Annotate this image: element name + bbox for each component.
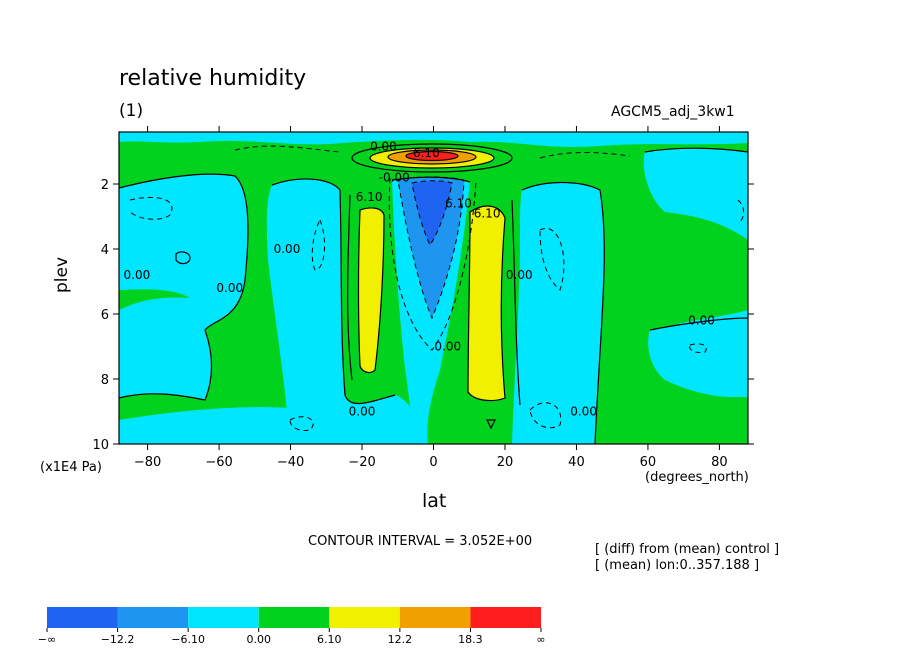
colorbar-swatch bbox=[399, 607, 471, 628]
contour-label: 6.10 bbox=[356, 190, 383, 204]
colorbar-label: −∞ bbox=[38, 633, 56, 646]
colorbar-swatch bbox=[470, 607, 541, 628]
x-axis-unit: (degrees_north) bbox=[645, 470, 749, 485]
very-negative-region bbox=[412, 180, 452, 245]
contour-label: 6.10 bbox=[474, 206, 501, 220]
y-tick-label: 2 bbox=[101, 178, 109, 193]
colorbar-label: 6.10 bbox=[317, 633, 342, 646]
contour-label: 0.00 bbox=[570, 405, 597, 419]
negative-region bbox=[266, 178, 425, 444]
strong-negative-region bbox=[398, 177, 464, 318]
negative-region bbox=[119, 407, 324, 444]
contour-label: 0.00 bbox=[216, 281, 243, 295]
contour-label: 6.10 bbox=[413, 146, 440, 160]
x-tick-label: 80 bbox=[711, 455, 728, 470]
x-axis-label: lat bbox=[422, 490, 447, 512]
negative-contour-lines bbox=[129, 145, 745, 431]
colorbar-swatch bbox=[117, 607, 189, 628]
y-tick-label: 10 bbox=[92, 438, 109, 453]
x-tick-label: 0 bbox=[429, 455, 437, 470]
x-tick-label: −80 bbox=[134, 455, 161, 470]
jet-core-inner bbox=[406, 151, 458, 161]
colorbar-label: 0.00 bbox=[246, 633, 271, 646]
contour-label: 0.00 bbox=[349, 405, 376, 419]
colorbar-swatch bbox=[329, 607, 400, 628]
contour-field bbox=[119, 132, 748, 444]
contour-lines bbox=[119, 143, 748, 444]
y-tick-label: 4 bbox=[101, 243, 109, 258]
x-tick-label: 20 bbox=[497, 455, 514, 470]
contour-label: 0.00 bbox=[370, 140, 397, 154]
x-tick-label: −40 bbox=[277, 455, 304, 470]
colorbar-label: 12.2 bbox=[388, 633, 413, 646]
chart-subtitle: (1) bbox=[119, 101, 144, 121]
x-tick-label: 60 bbox=[640, 455, 657, 470]
colorbar-swatch bbox=[258, 607, 330, 628]
x-tick-label: 40 bbox=[568, 455, 585, 470]
negative-region bbox=[512, 182, 605, 444]
y-tick-label: 6 bbox=[101, 308, 109, 323]
axis-ticks: −80 −60 −40 −20 0 20 40 60 80 2 4 6 8 10 bbox=[92, 126, 754, 470]
y-axis-unit: (x1E4 Pa) bbox=[40, 460, 102, 475]
contour-label: 0.00 bbox=[434, 340, 461, 354]
contour-label: 0.00 bbox=[124, 268, 151, 282]
colorbar-swatch bbox=[188, 607, 259, 628]
x-tick-label: −60 bbox=[205, 455, 232, 470]
colorbar-label: −12.2 bbox=[101, 633, 135, 646]
y-tick-label: 8 bbox=[101, 373, 109, 388]
chart-title: relative humidity bbox=[119, 66, 307, 91]
colorbar-label: 18.3 bbox=[458, 633, 483, 646]
colorbar: −∞ −12.2 −6.10 0.00 6.10 12.2 18.3 ∞ bbox=[38, 607, 546, 646]
mean-note: [ (mean) lon:0..357.188 ] bbox=[595, 558, 760, 573]
model-label: AGCM5_adj_3kw1 bbox=[611, 104, 735, 120]
x-tick-label: −20 bbox=[348, 455, 375, 470]
negative-region bbox=[119, 174, 248, 400]
contour-label: 0.00 bbox=[274, 242, 301, 256]
contour-label: 0.00 bbox=[688, 314, 715, 328]
contour-label: 6.10 bbox=[445, 197, 472, 211]
positive-region bbox=[468, 206, 505, 401]
positive-region bbox=[358, 207, 384, 373]
colorbar-swatch bbox=[47, 607, 118, 628]
contour-label-layer: 0.00 6.10-0.006.10 6.106.100.000.000.000.0… bbox=[124, 140, 715, 419]
diff-note: [ (diff) from (mean) control ] bbox=[595, 542, 780, 557]
negative-region bbox=[648, 318, 748, 398]
colorbar-label: ∞ bbox=[536, 633, 545, 646]
colorbar-label: −6.10 bbox=[171, 633, 205, 646]
contour-interval: CONTOUR INTERVAL = 3.052E+00 bbox=[308, 534, 533, 549]
contour-label: -0.00 bbox=[379, 171, 410, 185]
negative-region bbox=[119, 132, 748, 147]
contour-label: 0.00 bbox=[506, 268, 533, 282]
